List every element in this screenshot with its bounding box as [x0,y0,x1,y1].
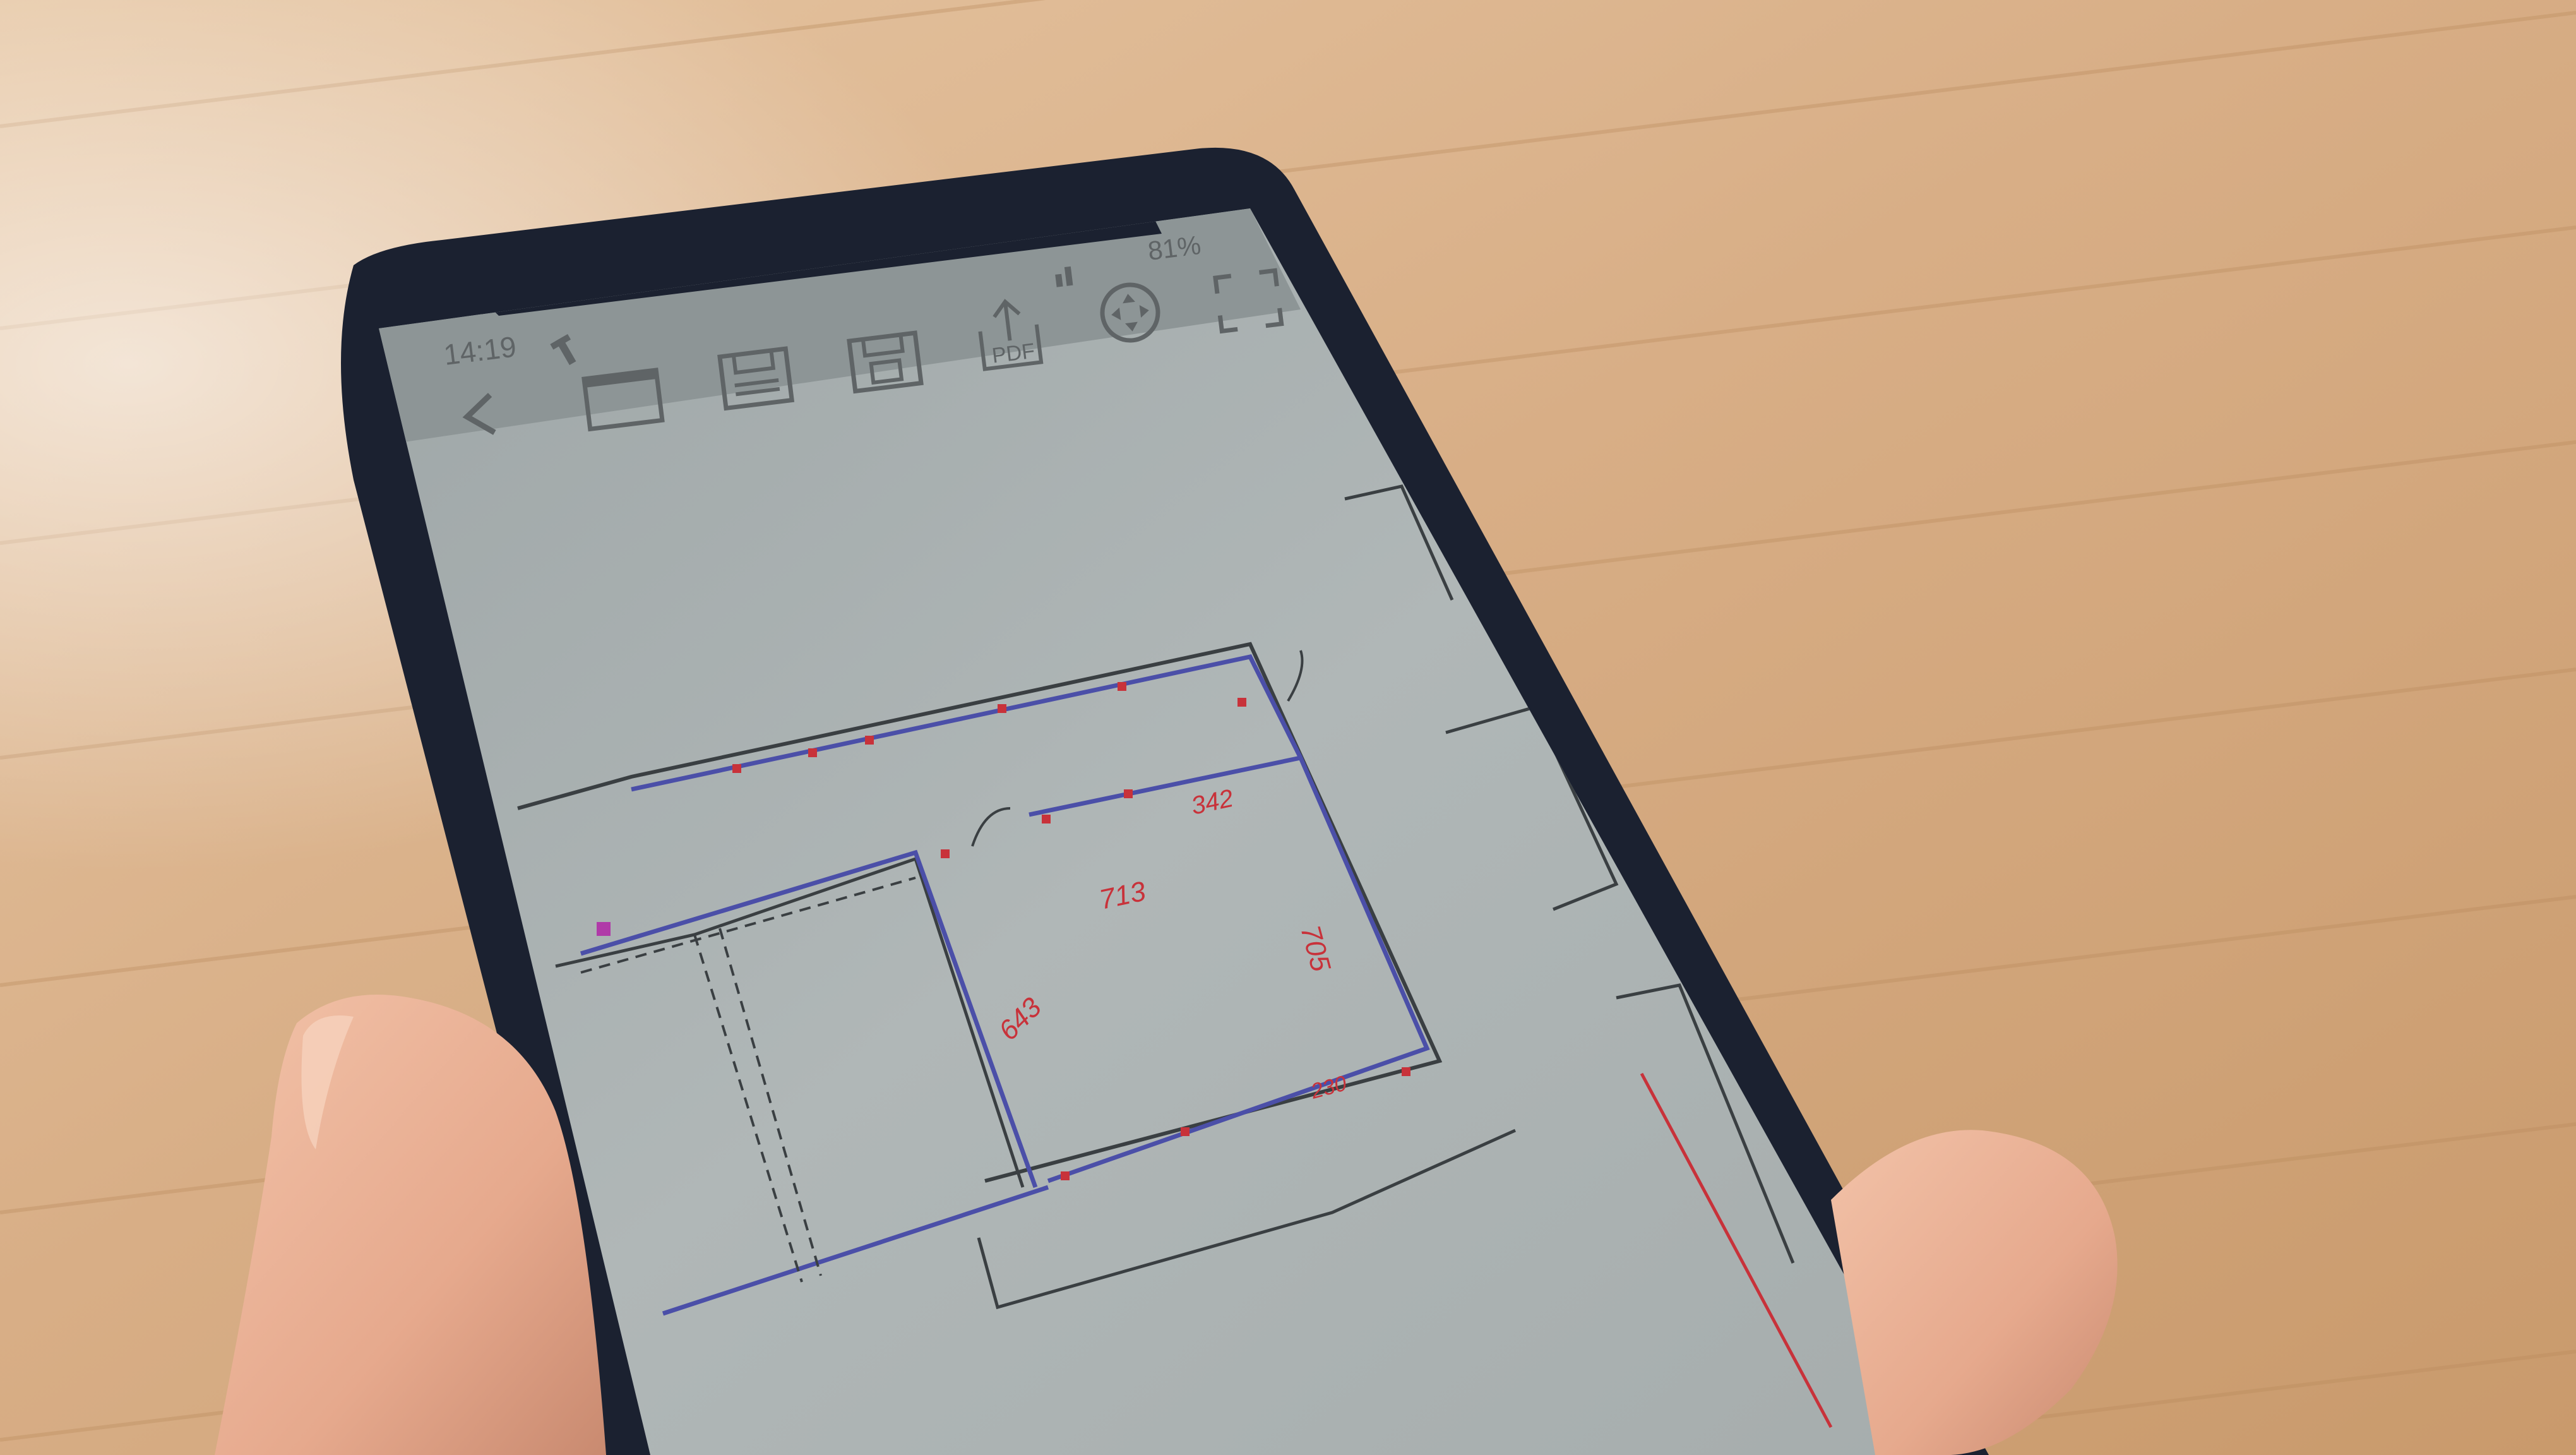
blue-wall[interactable] [662,1185,1049,1316]
door-arc [1287,650,1304,702]
blue-wall[interactable] [1029,755,1430,1183]
dashed-line [719,928,822,1276]
signal-icon [1055,266,1073,287]
right-structure [1445,705,1619,911]
status-battery: 81% [1146,230,1202,266]
save-as-icon[interactable] [847,330,924,394]
floor-plan-drawing [517,484,1833,1428]
wrench-icon [550,334,576,366]
right-structure [1616,983,1795,1264]
bottom-rect [977,1129,1517,1310]
window-icon[interactable] [581,368,665,432]
outer-wall-lower [555,856,1025,1188]
back-icon[interactable] [462,393,496,435]
door-arc [971,807,1011,847]
thumbnail [301,1015,354,1149]
blue-wall[interactable] [631,654,1303,792]
red-line [1640,1072,1833,1428]
dashed-line [580,877,916,974]
right-structure [1344,484,1454,601]
export-pdf-icon[interactable]: PDF [977,298,1044,371]
blue-wall[interactable] [580,849,1038,1189]
pdf-label: PDF [991,339,1036,368]
fullscreen-icon[interactable] [1213,268,1284,334]
outer-wall [517,642,1443,1183]
save-icon[interactable] [717,346,795,411]
phone-screen [379,208,1945,1455]
pan-move-icon[interactable] [1099,282,1161,344]
red-markers [597,682,1410,1180]
dashed-line [693,934,803,1283]
finger-right [1831,1130,2118,1455]
